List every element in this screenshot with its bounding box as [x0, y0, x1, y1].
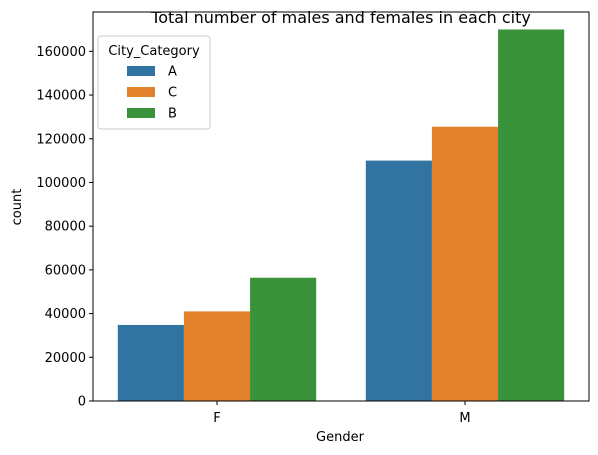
- legend: City_Category ACB: [97, 35, 211, 130]
- y-tick-label: 0: [78, 395, 86, 410]
- bar-F-A: [117, 324, 184, 401]
- legend-swatch-B: [127, 108, 155, 118]
- bar-M-A: [365, 160, 432, 401]
- y-axis-ticks: 0 20000 40000 60000 80000 100000 120000 140000 1…: [36, 45, 93, 410]
- plot-frame: [92, 11, 590, 402]
- x-axis-label: Gender: [316, 430, 365, 445]
- y-tick-label: 100000: [36, 176, 86, 191]
- bar-M-C: [431, 126, 499, 401]
- legend-label-C: C: [168, 86, 177, 101]
- x-tick-label: F: [213, 411, 220, 426]
- legend-swatch-C: [127, 87, 155, 97]
- y-axis-label: count: [10, 189, 25, 226]
- y-tick-label: 120000: [36, 132, 86, 147]
- legend-items: ACB: [127, 65, 177, 122]
- legend-box: [97, 35, 211, 130]
- legend-label-B: B: [168, 107, 177, 122]
- bar-F-B: [250, 277, 317, 401]
- bars: [117, 29, 565, 401]
- legend-title: City_Category: [108, 44, 200, 59]
- y-tick-label: 160000: [36, 45, 86, 60]
- y-tick-label: 140000: [36, 89, 86, 104]
- bar-M-B: [498, 29, 565, 401]
- y-tick-label: 60000: [45, 263, 86, 278]
- y-tick-label: 80000: [45, 220, 86, 235]
- bar-F-C: [183, 311, 251, 401]
- y-tick-label: 40000: [45, 307, 86, 322]
- chart-title: Total number of males and females in eac…: [150, 8, 531, 27]
- legend-swatch-A: [127, 66, 155, 76]
- legend-label-A: A: [168, 65, 177, 80]
- y-tick-label: 20000: [45, 351, 86, 366]
- x-tick-label: M: [459, 411, 470, 426]
